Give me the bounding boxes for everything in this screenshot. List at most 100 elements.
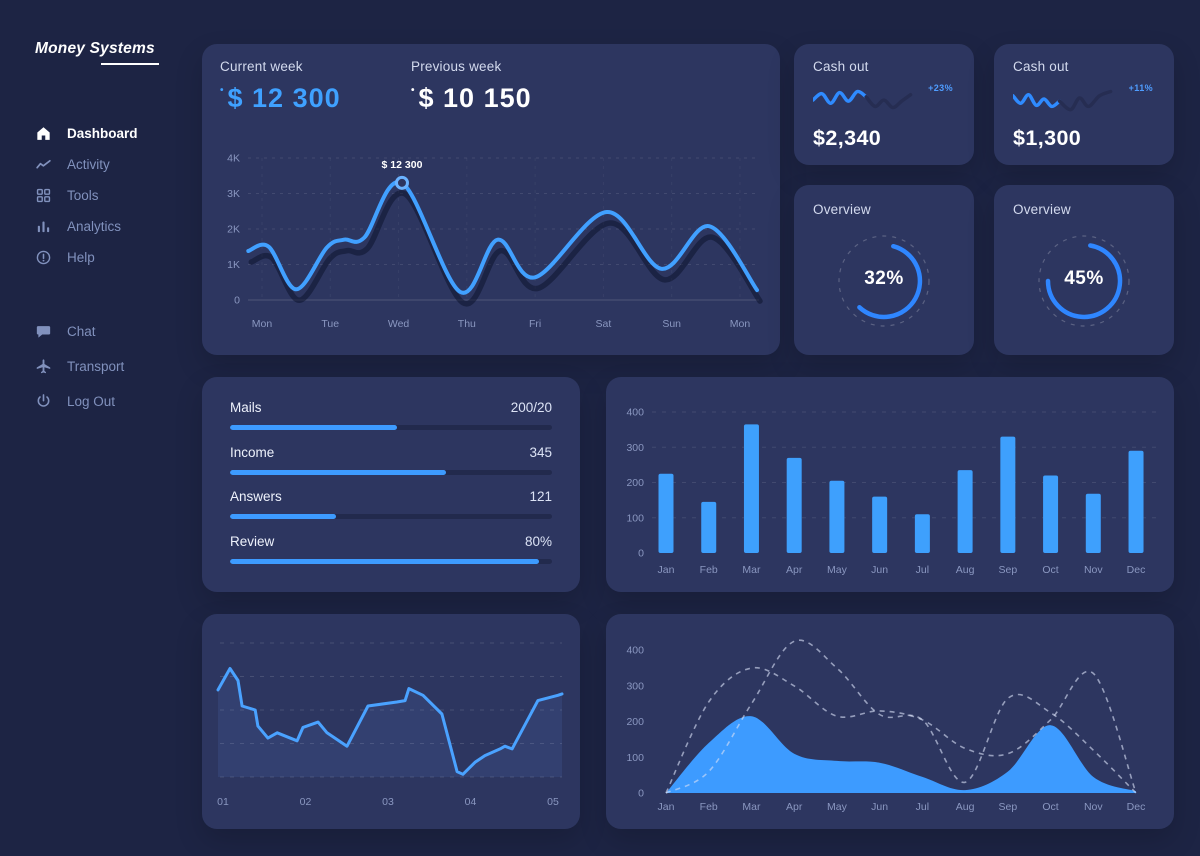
bar-Feb [701,501,717,553]
svg-text:Nov: Nov [1084,801,1103,813]
svg-text:Oct: Oct [1042,564,1058,576]
weekly-grid: 0 1K 2K 3K 4K Mon Tue Wed Thu Fri Sat Sun Mon [227,153,759,330]
sidebar-item-help[interactable]: Help [0,242,202,273]
sparkline-recent [1013,93,1062,109]
cash-out-sparkline [1013,89,1113,112]
svg-text:Tue: Tue [321,318,339,330]
svg-text:200: 200 [626,477,644,489]
change-badge: +11% [1128,83,1153,93]
change-badge: +23% [928,83,953,93]
weekly-header: Current week $ 12 300 Previous week $ 10… [220,59,587,114]
svg-text:Apr: Apr [786,801,803,813]
svg-text:Sep: Sep [998,564,1017,576]
progress-track [230,558,552,564]
sparkline-previous [864,93,913,110]
sidebar-item-logout[interactable]: Log Out [0,384,202,419]
progress-value: 80% [524,533,552,549]
grid-icon [36,188,51,203]
svg-text:0: 0 [234,295,240,307]
sidebar-item-label: Transport [67,359,125,374]
sidebar-item-analytics[interactable]: Analytics [0,211,202,242]
svg-text:Jun: Jun [871,564,888,576]
previous-week-label: Previous week [411,59,502,74]
sidebar-item-label: Activity [67,157,110,172]
stats-progress-card: Mails 200/20 Income 345 Answers 121 Revi… [202,377,580,592]
bar-Oct [1043,475,1059,553]
help-icon [36,250,51,265]
svg-text:03: 03 [382,796,394,808]
bar-Apr [786,457,802,553]
monthly-bar-chart: 0 100 200 300 400 Jan Feb Mar Apr May Jun Jul Aug Sep… [626,407,1156,576]
svg-text:Apr: Apr [786,564,803,576]
progress-label: Review [230,533,275,549]
sidebar-item-label: Help [67,250,95,265]
previous-week-value: $ 10 150 [411,83,587,114]
sidebar-item-label: Analytics [67,219,122,234]
svg-text:400: 400 [626,645,644,657]
svg-text:Aug: Aug [956,564,975,576]
bar-Sep [1000,436,1016,553]
bar-Nov [1085,493,1101,553]
svg-text:Jun: Jun [871,801,888,813]
progress-fill [230,425,398,430]
sidebar-item-label: Chat [67,324,96,339]
overview-title: Overview [1013,202,1071,217]
mini-line-chart: 01 02 03 04 05 [216,642,564,808]
cash-out-value: $2,340 [813,126,882,150]
progress-label: Income [230,444,275,460]
svg-text:300: 300 [626,442,644,454]
airplane-icon [36,359,51,374]
progress-value: 345 [529,444,552,460]
sidebar-item-tools[interactable]: Tools [0,180,202,211]
sidebar: Money Systems Dashboard Activity Tools A… [0,0,202,856]
current-week-label: Current week [220,59,303,74]
bar-Jun [872,496,888,553]
cash-out-value: $1,300 [1013,126,1082,150]
sidebar-primary-nav: Dashboard Activity Tools Analytics Help [0,118,202,273]
svg-text:Oct: Oct [1042,801,1058,813]
svg-text:04: 04 [465,796,477,808]
overview-card-2: Overview 45% [994,185,1174,355]
progress-row-review: Review 80% [230,534,552,564]
svg-text:3K: 3K [227,188,240,200]
annual-area-chart: 0 100 200 300 400 Jan Feb Mar Apr May Jun Jul Aug Sep… [626,639,1145,813]
area-series-dashed-b [665,639,1137,794]
bar-Jul [914,514,930,553]
sidebar-item-dashboard[interactable]: Dashboard [0,118,202,149]
progress-fill [230,469,446,475]
cash-out-sparkline-row: +23% [813,83,955,115]
app-logo: Money Systems [35,40,159,65]
power-icon [37,394,50,407]
sidebar-secondary-nav: Chat Transport Log Out [0,314,202,419]
sidebar-item-activity[interactable]: Activity [0,149,202,180]
annual-area-chart-card: 0 100 200 300 400 Jan Feb Mar Apr May Jun Jul Aug Sep… [606,614,1174,829]
bar-Dec [1128,450,1144,553]
bar-Jan [658,473,674,553]
svg-text:Thu: Thu [458,318,476,330]
svg-text:4K: 4K [227,153,240,165]
svg-text:400: 400 [626,407,644,419]
sidebar-item-chat[interactable]: Chat [0,314,202,349]
bar-Aug [957,470,973,553]
app-logo-text: Money Systems [35,40,155,57]
weekly-peak-marker [394,175,409,190]
cash-out-title: Cash out [1013,59,1069,74]
svg-text:Jul: Jul [916,564,929,576]
svg-text:200: 200 [626,716,644,728]
progress-row-answers: Answers 121 [230,489,552,519]
svg-text:02: 02 [300,796,312,808]
svg-text:Feb: Feb [700,564,718,576]
bar-chart-icon [37,221,50,233]
svg-text:Jul: Jul [916,801,929,813]
mini-line-series [216,667,564,776]
svg-text:Mon: Mon [252,318,273,330]
svg-text:Fri: Fri [529,318,541,330]
svg-text:May: May [827,801,848,813]
svg-text:Mon: Mon [730,318,751,330]
sidebar-item-transport[interactable]: Transport [0,349,202,384]
svg-text:Dec: Dec [1127,564,1146,576]
svg-text:05: 05 [547,796,559,808]
progress-row-income: Income 345 [230,445,552,475]
activity-icon [36,159,51,169]
